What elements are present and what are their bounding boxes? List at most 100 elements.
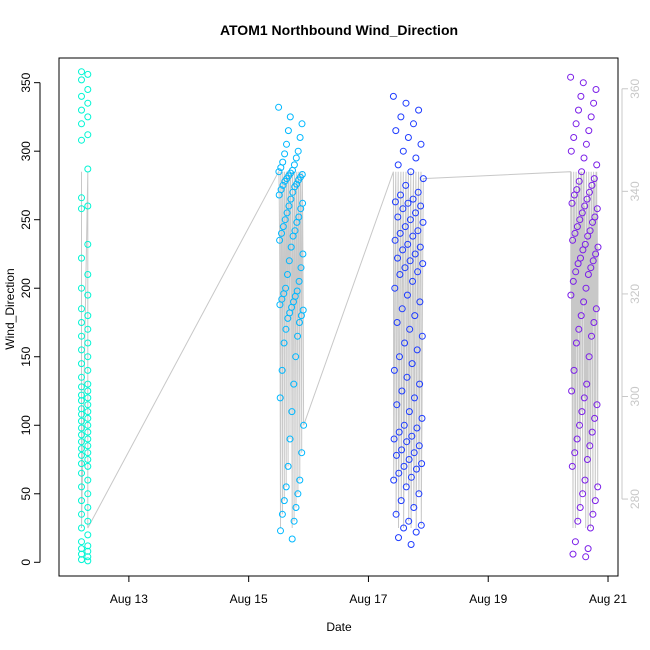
data-point: [592, 250, 600, 258]
data-point: [297, 264, 305, 272]
data-point: [577, 312, 585, 320]
data-point: [78, 438, 85, 446]
data-point: [78, 305, 85, 313]
data-point: [584, 232, 592, 240]
data-point: [84, 271, 92, 278]
data-point: [572, 120, 580, 128]
data-point: [298, 120, 306, 128]
data-point: [78, 254, 85, 262]
data-point: [582, 284, 590, 292]
chart-title: ATOM1 Northbound Wind_Direction: [220, 22, 458, 38]
data-point: [292, 154, 300, 162]
data-point: [78, 469, 85, 477]
data-point: [84, 449, 92, 457]
data-point: [288, 408, 296, 416]
data-point: [297, 205, 305, 213]
data-point: [286, 435, 294, 443]
data-point: [78, 538, 85, 546]
data-point: [593, 161, 601, 169]
data-point: [278, 229, 285, 237]
data-point: [84, 557, 92, 565]
data-point: [393, 451, 400, 459]
data-point: [300, 421, 308, 429]
data-point: [286, 113, 294, 121]
data-point: [393, 401, 401, 409]
data-point: [594, 243, 602, 251]
data-point: [400, 462, 408, 470]
data-point: [578, 209, 586, 217]
data-point: [593, 205, 601, 213]
data-point: [567, 291, 575, 299]
data-point: [571, 229, 579, 237]
data-point: [410, 120, 417, 128]
data-point: [405, 408, 413, 416]
data-point: [398, 305, 406, 313]
y-tick-label: 250: [19, 209, 33, 229]
data-point: [416, 298, 424, 306]
data-point: [278, 510, 286, 518]
data-point: [583, 380, 591, 388]
data-point: [571, 449, 579, 457]
data-point: [78, 68, 85, 76]
data-point: [586, 442, 594, 450]
data-point: [84, 456, 92, 463]
data-point: [393, 319, 401, 326]
data-point: [418, 332, 426, 340]
data-point: [411, 394, 418, 402]
data-point: [577, 92, 585, 100]
data-point: [84, 442, 92, 450]
data-point: [78, 92, 85, 100]
data-point: [413, 346, 421, 354]
data-point: [279, 181, 287, 189]
data-point: [78, 451, 85, 459]
data-point: [401, 339, 409, 347]
y-tick-label: 0: [19, 559, 33, 566]
data-point: [416, 380, 424, 388]
data-point: [410, 449, 418, 457]
data-point: [585, 353, 593, 361]
data-point: [580, 394, 588, 402]
data-point: [275, 103, 283, 111]
data-point: [400, 421, 408, 429]
data-point: [78, 373, 85, 381]
data-point: [84, 421, 92, 429]
data-point: [591, 414, 599, 422]
data-point: [78, 332, 85, 340]
data-point: [569, 550, 577, 558]
data-point: [282, 483, 290, 491]
data-point: [78, 417, 85, 425]
data-point: [405, 517, 413, 525]
data-point: [294, 332, 302, 340]
data-point: [568, 199, 576, 207]
data-point: [281, 216, 289, 224]
data-point: [295, 277, 303, 285]
data-point: [579, 79, 587, 87]
data-point: [78, 284, 85, 292]
data-point: [84, 462, 92, 470]
data-point: [414, 188, 422, 196]
data-point: [399, 205, 407, 213]
x-tick-label: Aug 17: [349, 592, 387, 606]
data-point: [280, 497, 288, 505]
data-point: [275, 191, 283, 199]
data-point: [584, 545, 592, 553]
data-point: [402, 483, 410, 491]
plot-area-frame: [58, 57, 619, 577]
data-point: [78, 445, 85, 453]
data-point: [569, 236, 577, 244]
data-point: [84, 312, 92, 320]
data-point: [573, 223, 581, 231]
data-point: [277, 164, 285, 172]
data-point: [283, 209, 291, 217]
y-tick-label: 200: [19, 278, 33, 298]
data-point: [84, 240, 92, 248]
data-point: [572, 268, 580, 276]
data-point: [408, 432, 416, 440]
data-point: [84, 517, 92, 525]
data-point: [78, 460, 85, 468]
data-point: [390, 435, 398, 443]
data-point: [281, 177, 289, 185]
data-point: [588, 428, 596, 436]
data-point: [281, 150, 289, 158]
